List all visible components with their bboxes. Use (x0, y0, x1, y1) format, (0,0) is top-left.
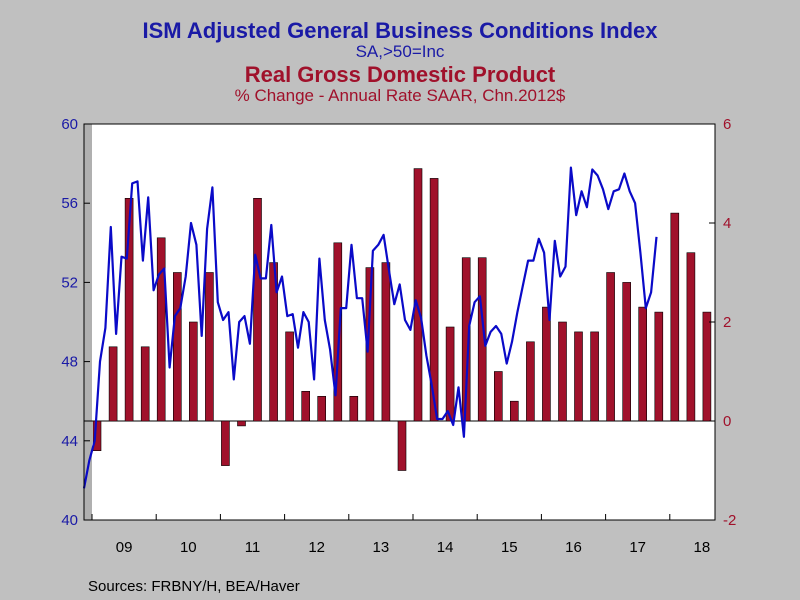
gdp-bar (526, 341, 535, 422)
gdp-bar (285, 331, 294, 422)
x-tick-label: 12 (308, 539, 325, 556)
left-tick-label: 40 (61, 512, 78, 529)
gdp-bar (622, 282, 632, 422)
gdp-bar (317, 395, 327, 422)
gdp-bar (686, 252, 696, 422)
gdp-bar (349, 395, 359, 422)
x-tick-label: 10 (180, 539, 197, 556)
x-tick-label: 17 (629, 539, 646, 556)
gdp-bar (542, 306, 551, 422)
gdp-bar (461, 257, 471, 422)
chart-title: ISM Adjusted General Business Conditions… (142, 18, 658, 43)
x-tick-label: 18 (694, 539, 711, 556)
gdp-bar (237, 420, 246, 427)
ism-line (82, 166, 658, 489)
x-tick-label: 09 (116, 539, 133, 556)
gdp-bar (108, 346, 118, 422)
x-tick-label: 16 (565, 539, 582, 556)
gdp-bar (558, 321, 567, 422)
gdp-bar (477, 257, 487, 422)
left-tick-label: 60 (61, 116, 78, 133)
gdp-bar (397, 420, 407, 471)
chart-title-gdp: Real Gross Domestic Product (244, 62, 556, 87)
x-tick-label: 11 (245, 539, 261, 556)
left-tick-label: 44 (61, 433, 78, 450)
gdp-bar (124, 198, 134, 422)
gdp-bar (445, 326, 455, 422)
left-tick-label: 48 (61, 354, 78, 371)
gdp-bar (189, 321, 198, 422)
gdp-bar (509, 400, 519, 422)
left-tick-label: 56 (61, 195, 78, 212)
gdp-bar (493, 371, 503, 422)
gdp-bar (381, 262, 391, 422)
gdp-bar (333, 242, 343, 422)
plot-frame (83, 123, 716, 521)
right-tick-label: -2 (723, 512, 736, 529)
gdp-bar (638, 306, 648, 422)
gdp-bar (429, 178, 439, 422)
gdp-bar (301, 390, 311, 422)
gdp-bar (173, 272, 182, 422)
gdp-bar (654, 311, 664, 422)
left-tick-label: 52 (61, 274, 78, 291)
x-tick-label: 14 (437, 539, 454, 556)
right-tick-label: 4 (723, 215, 731, 232)
gdp-bar (253, 198, 262, 422)
chart-subtitle-ism: SA,>50=Inc (355, 42, 445, 61)
right-tick-label: 0 (723, 413, 731, 430)
right-tick-label: 6 (723, 116, 731, 133)
gdp-bar (156, 237, 166, 422)
x-tick-label: 13 (373, 539, 390, 556)
right-tick-label: 2 (723, 314, 731, 331)
gdp-bar (221, 420, 230, 466)
x-tick-label: 15 (501, 539, 518, 556)
gdp-bar (205, 272, 214, 422)
gdp-bar (574, 331, 583, 422)
gdp-bar (413, 168, 423, 422)
gdp-bar (670, 212, 680, 422)
chart-subtitle-gdp: % Change - Annual Rate SAAR, Chn.2012$ (234, 86, 566, 105)
gdp-bar (140, 346, 150, 422)
gdp-bar (606, 272, 615, 422)
gdp-bar (590, 331, 599, 422)
sources-note: Sources: FRBNY/H, BEA/Haver (88, 578, 300, 595)
recession-shading (84, 124, 92, 520)
gdp-bar (702, 311, 712, 422)
